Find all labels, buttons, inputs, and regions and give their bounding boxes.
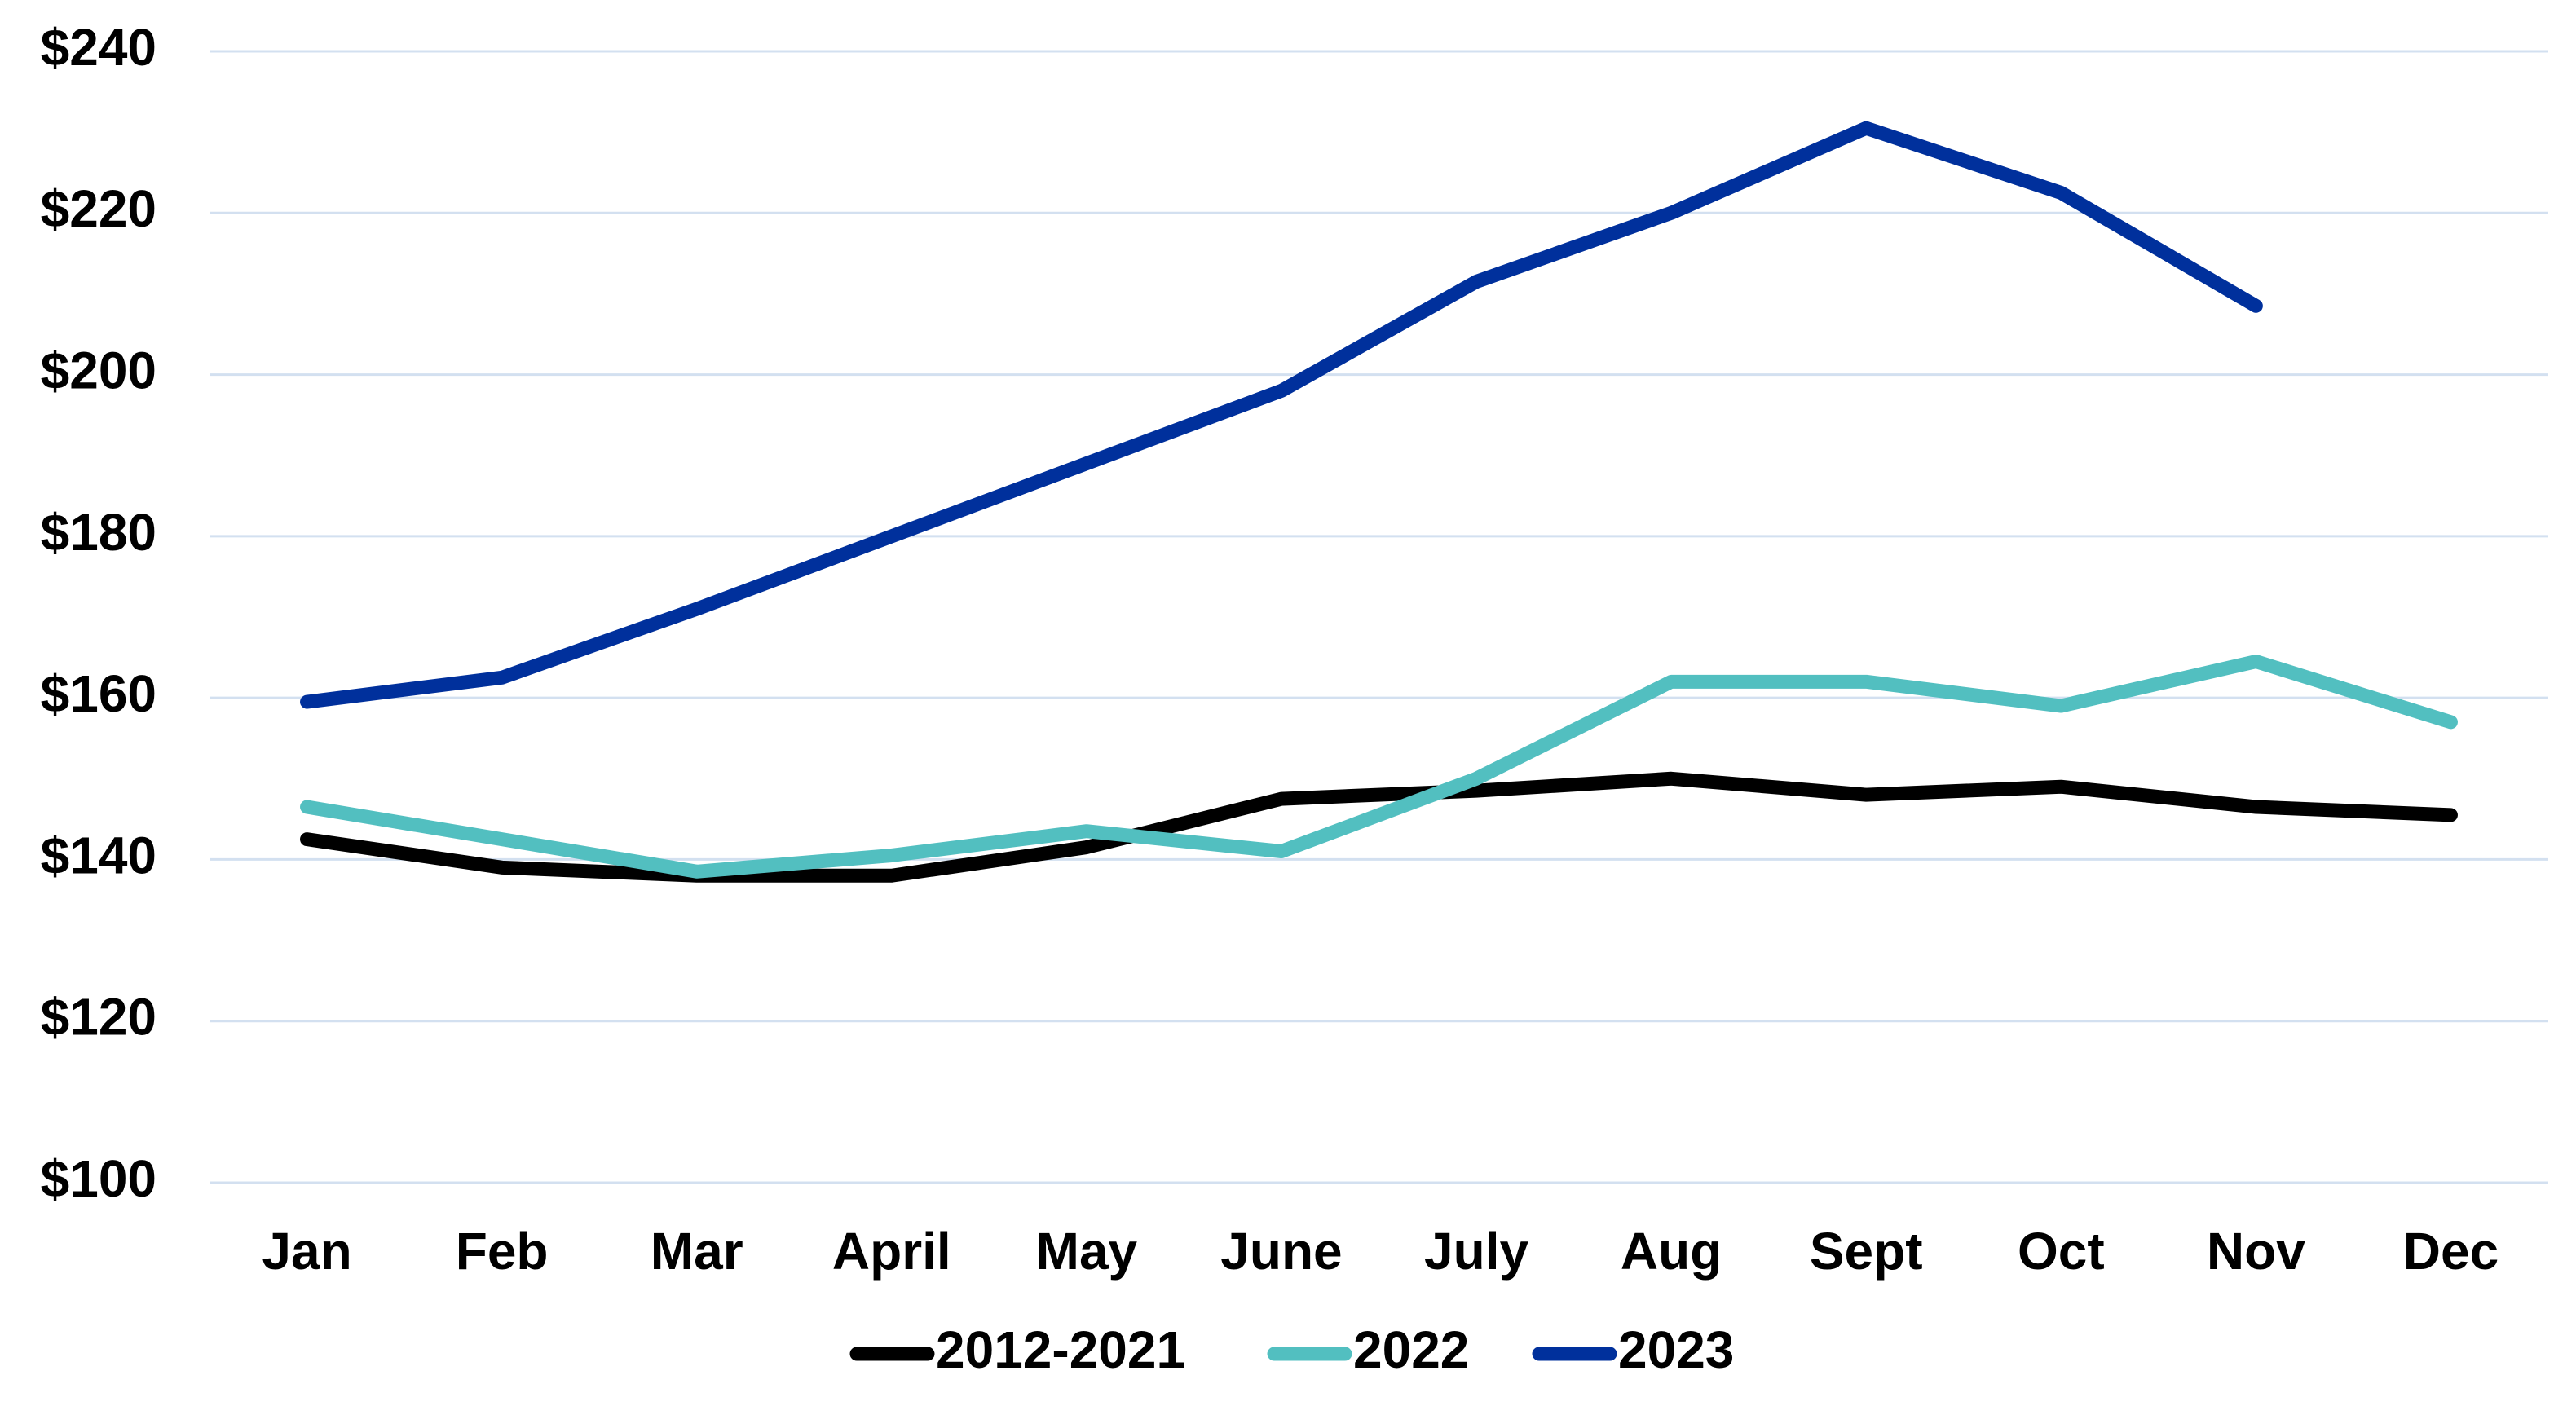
legend-label: 2022 [1353,1320,1469,1379]
legend-label: 2023 [1618,1320,1734,1379]
x-tick-label: Mar [651,1222,743,1281]
y-tick-label: $140 [41,826,157,884]
x-tick-label: Jan [262,1222,351,1281]
x-tick-label: May [1036,1222,1138,1281]
y-tick-label: $180 [41,503,157,562]
y-tick-label: $160 [41,664,157,723]
x-tick-label: June [1220,1222,1342,1281]
y-tick-label: $220 [41,179,157,238]
x-tick-label: Dec [2403,1222,2499,1281]
y-tick-label: $200 [41,341,157,399]
x-tick-label: Aug [1621,1222,1722,1281]
line-series [300,771,2458,883]
line-series [300,655,2458,879]
y-tick-label: $100 [41,1149,157,1208]
x-tick-label: Oct [2018,1222,2105,1281]
legend-label: 2012-2021 [936,1320,1185,1379]
x-tick-label: Feb [456,1222,549,1281]
x-tick-label: Nov [2207,1222,2305,1281]
x-tick-label: July [1424,1222,1528,1281]
x-tick-label: April [832,1222,951,1281]
y-tick-label: $120 [41,988,157,1047]
x-tick-label: Sept [1810,1222,1923,1281]
line-series [300,121,2263,709]
y-tick-label: $240 [41,18,157,77]
